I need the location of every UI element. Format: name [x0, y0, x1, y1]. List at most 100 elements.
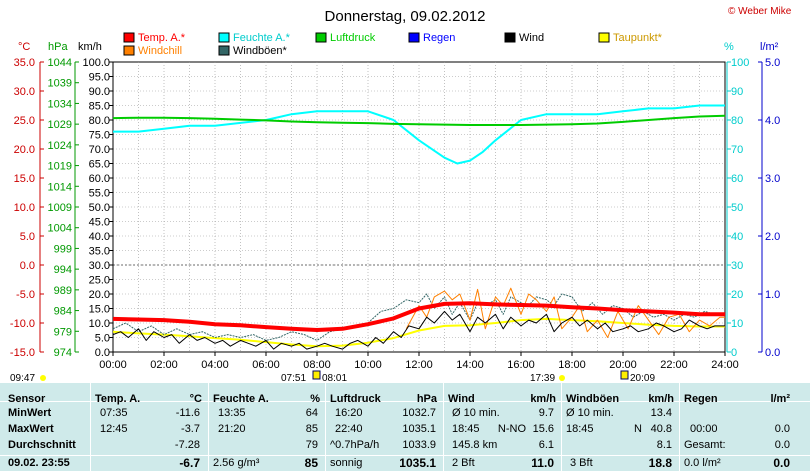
pressure-tick-label: 999	[54, 243, 72, 255]
sunrise-time: 07:51	[281, 373, 306, 383]
header-rain-unit: l/m²	[770, 393, 790, 405]
wind-tick-label: 20.0	[89, 289, 110, 301]
sun-times: 09:47 07:51 08:01 17:39 20:09	[10, 370, 655, 383]
header-rain: Regen	[684, 393, 718, 405]
sunset-time: 17:39	[530, 373, 555, 383]
avg-pressure-value: 1033.9	[402, 439, 436, 451]
wind-tick-label: 15.0	[89, 304, 110, 316]
series-temp-a	[112, 301, 725, 332]
min-pressure-time: 16:20	[335, 407, 363, 419]
legend-label: Luftdruck	[330, 32, 376, 44]
legend-swatch	[218, 32, 230, 43]
wind-tick-label: 10.0	[89, 318, 110, 330]
wind-tick-label: 45.0	[89, 217, 110, 229]
max-pressure-time: 22:40	[335, 423, 363, 435]
temp-tick-label: 35.0	[14, 57, 35, 69]
humidity-tick-label: 0	[731, 347, 737, 359]
pressure-tick-label: 1004	[48, 223, 72, 235]
max-wind-direction: N-NO	[497, 423, 526, 435]
max-gust-time: 18:45	[566, 423, 594, 435]
wind-distance: 145.8 km	[452, 439, 498, 451]
x-tick-label: 18:00	[558, 359, 586, 371]
pressure-tick-label: 1034	[48, 98, 72, 110]
legend-swatch	[598, 32, 610, 43]
min-wind-value: 9.7	[538, 407, 554, 419]
rain-tick-label: 5.0	[765, 57, 780, 69]
humidity-tick-label: 90	[731, 86, 743, 98]
min-gust-value: 13.4	[650, 407, 672, 419]
legend: Temp. A.* Feuchte A.* Luftdruck Regen Wind Ta…	[123, 32, 663, 57]
avg-gust-value: 8.1	[656, 439, 672, 451]
wind-tick-label: 0.0	[95, 347, 110, 359]
min-humidity-value: 64	[305, 407, 318, 419]
axis-unit-labels: °C hPa km/h% l/m²	[18, 41, 779, 53]
pressure-tick-label: 1044	[48, 57, 72, 69]
gust-beaufort: 3 Bft	[570, 457, 593, 469]
x-tick-label: 02:00	[150, 359, 178, 371]
avg-rain-value: 0.0	[774, 439, 790, 451]
copyright-label: © Weber Mike	[728, 6, 792, 17]
min-humidity-time: 13:35	[218, 407, 246, 419]
wind-tick-label: 75.0	[89, 130, 110, 142]
weather-condition: sonnig	[330, 457, 363, 469]
x-tick-label: 12:00	[405, 359, 433, 371]
wind-tick-label: 60.0	[89, 173, 110, 185]
avg-wind-value: 6.1	[538, 439, 554, 451]
current-humidity-value: 85	[304, 456, 318, 470]
series-wind	[112, 310, 725, 350]
wind-unit-label: km/h	[78, 41, 102, 53]
legend-label: Regen	[423, 32, 455, 44]
wind-tick-label: 50.0	[89, 202, 110, 214]
current-pressure-value: 1035.1	[399, 456, 436, 470]
temp-tick-label: -10.0	[10, 318, 35, 330]
wind-tick-label: 5.0	[95, 333, 110, 345]
humidity-tick-label: 100	[731, 57, 749, 69]
moonrise-time: 08:01	[322, 373, 347, 383]
wind-tick-label: 30.0	[89, 260, 110, 272]
max-gust-value: 40.8	[650, 423, 672, 435]
pressure-tick-label: 1029	[48, 119, 72, 131]
pressure-tick-label: 974	[54, 347, 72, 359]
absolute-humidity: 2.56 g/m³	[213, 457, 260, 469]
max-gust-direction: N	[634, 423, 642, 435]
avg-humidity-value: 79	[305, 439, 318, 451]
x-tick-label: 14:00	[456, 359, 484, 371]
x-tick-label: 08:00	[303, 359, 331, 371]
wind-tick-label: 55.0	[89, 188, 110, 200]
humidity-tick-label: 40	[731, 231, 743, 243]
chart-title: Donnerstag, 09.02.2012	[325, 8, 486, 25]
x-tick-label: 04:00	[201, 359, 229, 371]
legend-label: Taupunkt*	[613, 32, 663, 44]
rain-tick-label: 0.0	[765, 347, 780, 359]
row-label-min: MinWert	[8, 407, 52, 419]
start-time: 09:47	[10, 373, 35, 383]
max-humidity-time: 21:20	[218, 423, 246, 435]
wind-tick-label: 95.0	[89, 72, 110, 84]
series-luftdruck	[112, 114, 726, 126]
column-divider	[90, 383, 91, 471]
temp-tick-label: 25.0	[14, 115, 35, 127]
row-label-current: 09.02. 23:55	[8, 457, 70, 469]
wind-tick-label: 90.0	[89, 86, 110, 98]
table-divider	[0, 455, 810, 456]
column-divider	[325, 383, 326, 471]
header-wind: Wind	[448, 393, 475, 405]
current-wind-value: 11.0	[531, 456, 554, 470]
header-pressure-unit: hPa	[416, 393, 437, 405]
y-axes: 35.0 30.0 25.0 20.0 15.0 10.0 5.0 0.0 -5.0 -10.0 -…	[10, 57, 780, 359]
series-lines	[112, 104, 726, 350]
header-gust: Windböen	[566, 393, 620, 405]
x-tick-label: 06:00	[252, 359, 280, 371]
x-axis: 00:00 02:00 04:00 06:00 08:00 10:00 12:00 14:00…	[99, 352, 739, 371]
humidity-tick-label: 60	[731, 173, 743, 185]
pressure-tick-label: 979	[54, 326, 72, 338]
wind-tick-label: 70.0	[89, 144, 110, 156]
rain-tick-label: 2.0	[765, 231, 780, 243]
humidity-tick-label: 20	[731, 289, 743, 301]
pressure-tick-label: 984	[54, 306, 72, 318]
temp-tick-label: 30.0	[14, 86, 35, 98]
row-label-max: MaxWert	[8, 423, 54, 435]
pressure-tick-label: 989	[54, 285, 72, 297]
legend-label: Feuchte A.*	[233, 32, 291, 44]
min-wind-label: Ø 10 min.	[452, 407, 500, 419]
